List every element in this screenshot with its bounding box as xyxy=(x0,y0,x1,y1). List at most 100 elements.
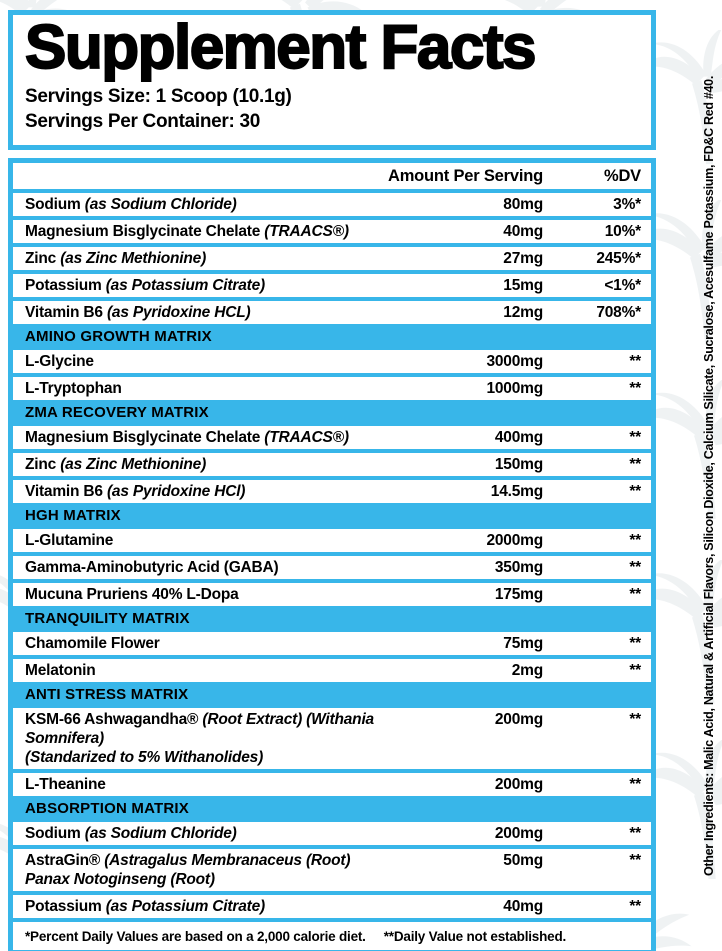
dv-cell: ** xyxy=(629,456,641,473)
amount-cell: 200mg xyxy=(494,711,543,728)
table-row: Magnesium Bisglycinate Chelate (TRAACS®)… xyxy=(13,220,651,243)
section-header: ANTI STRESS MATRIX xyxy=(13,686,651,704)
page-title: Supplement Facts xyxy=(24,13,538,82)
dv-cell: ** xyxy=(629,353,641,370)
amount-cell: 27mg xyxy=(503,250,543,267)
amount-cell: 3000mg xyxy=(486,353,543,370)
amount-cell: 12mg xyxy=(503,304,543,321)
ingredient-cell: AstraGin® (Astragalus Membranaceus (Root… xyxy=(25,851,433,889)
amount-cell: 40mg xyxy=(503,223,543,240)
ingredient-cell: L-Glutamine xyxy=(25,531,433,550)
amount-cell: 2000mg xyxy=(486,532,543,549)
ingredient-detail: (as Zinc Methionine) xyxy=(60,456,207,473)
table-row: KSM-66 Ashwagandha® (Root Extract) (With… xyxy=(13,708,651,769)
dv-cell: ** xyxy=(629,635,641,652)
ingredient-name: Magnesium Bisglycinate Chelate xyxy=(25,223,261,240)
table-row: Vitamin B6 (as Pyridoxine HCl) 14.5mg ** xyxy=(13,480,651,503)
ingredient-name: AstraGin® xyxy=(25,852,101,869)
ingredient-cell: Zinc (as Zinc Methionine) xyxy=(25,249,433,268)
section-header: AMINO GROWTH MATRIX xyxy=(13,328,651,346)
ingredient-name: Sodium xyxy=(25,825,81,842)
section-header-label: HGH MATRIX xyxy=(25,507,121,524)
ingredient-cell: Melatonin xyxy=(25,661,433,680)
ingredient-cell: Magnesium Bisglycinate Chelate (TRAACS®) xyxy=(25,428,433,447)
table-row: Potassium (as Potassium Citrate) 40mg ** xyxy=(13,895,651,918)
ingredient-detail: (as Potassium Citrate) xyxy=(105,898,265,915)
ingredient-detail: (as Pyridoxine HCL) xyxy=(106,304,251,321)
ingredient-cell: Gamma-Aminobutyric Acid (GABA) xyxy=(25,558,433,577)
ingredient-detail-line2: (Standarized to 5% Withanolides) xyxy=(25,749,264,766)
amount-cell: 175mg xyxy=(494,586,543,603)
ingredient-detail-line2: Panax Notoginseng (Root) xyxy=(25,871,215,888)
label-header-box: Supplement Facts Servings Size: 1 Scoop … xyxy=(8,10,656,150)
table-row: Vitamin B6 (as Pyridoxine HCL) 12mg 708%… xyxy=(13,301,651,324)
dv-cell: ** xyxy=(629,825,641,842)
section-header-label: TRANQUILITY MATRIX xyxy=(25,610,190,627)
dv-cell: 708%* xyxy=(596,304,641,321)
dv-cell: 3%* xyxy=(613,196,641,213)
table-row: AstraGin® (Astragalus Membranaceus (Root… xyxy=(13,849,651,891)
ingredient-name: L-Theanine xyxy=(25,776,106,793)
ingredient-cell: Potassium (as Potassium Citrate) xyxy=(25,276,433,295)
amount-cell: 50mg xyxy=(503,852,543,869)
dv-cell: ** xyxy=(629,380,641,397)
ingredient-name: Gamma-Aminobutyric Acid (GABA) xyxy=(25,559,279,576)
ingredient-name: Mucuna Pruriens 40% L-Dopa xyxy=(25,586,239,603)
amount-cell: 350mg xyxy=(494,559,543,576)
ingredient-name: Sodium xyxy=(25,196,81,213)
ingredient-name: Vitamin B6 xyxy=(25,304,103,321)
table-row: L-Tryptophan 1000mg ** xyxy=(13,377,651,400)
ingredient-name: Magnesium Bisglycinate Chelate xyxy=(25,429,261,446)
table-row: Zinc (as Zinc Methionine) 150mg ** xyxy=(13,453,651,476)
dv-cell: 245%* xyxy=(596,250,641,267)
ingredient-name: KSM-66 Ashwagandha® xyxy=(25,711,199,728)
ingredient-detail: (TRAACS®) xyxy=(264,429,349,446)
dv-cell: ** xyxy=(629,586,641,603)
table-row: L-Glycine 3000mg ** xyxy=(13,350,651,373)
ingredient-name: Zinc xyxy=(25,250,57,267)
amount-cell: 150mg xyxy=(494,456,543,473)
not-established-footnote: **Daily Value not established. xyxy=(383,928,567,944)
ingredient-cell: Magnesium Bisglycinate Chelate (TRAACS®) xyxy=(25,222,433,241)
section-header-label: ANTI STRESS MATRIX xyxy=(25,686,189,703)
amount-cell: 2mg xyxy=(511,662,543,679)
table-row: L-Theanine 200mg ** xyxy=(13,773,651,796)
amount-cell: 1000mg xyxy=(486,380,543,397)
dv-cell: ** xyxy=(629,662,641,679)
dv-cell: ** xyxy=(629,711,641,728)
table-row: Zinc (as Zinc Methionine) 27mg 245%* xyxy=(13,247,651,270)
table-row: Chamomile Flower 75mg ** xyxy=(13,632,651,655)
ingredient-cell: Zinc (as Zinc Methionine) xyxy=(25,455,433,474)
table-row: Melatonin 2mg ** xyxy=(13,659,651,682)
dv-cell: 10%* xyxy=(604,223,641,240)
dv-cell: ** xyxy=(629,532,641,549)
serving-size-text: Servings Size: 1 Scoop (10.1g) xyxy=(25,86,292,107)
section-header-label: ABSORPTION MATRIX xyxy=(25,800,189,817)
footnote-row: *Percent Daily Values are based on a 2,0… xyxy=(13,922,651,950)
ingredient-name: Melatonin xyxy=(25,662,96,679)
ingredient-cell: Sodium (as Sodium Chloride) xyxy=(25,824,433,843)
ingredient-name: L-Glutamine xyxy=(25,532,114,549)
dv-cell: <1%* xyxy=(604,277,641,294)
table-row: Mucuna Pruriens 40% L-Dopa 175mg ** xyxy=(13,583,651,606)
amount-cell: 400mg xyxy=(494,429,543,446)
dv-cell: ** xyxy=(629,483,641,500)
dv-cell: ** xyxy=(629,559,641,576)
dv-cell: ** xyxy=(629,429,641,446)
table-body: Sodium (as Sodium Chloride) 80mg 3%* Mag… xyxy=(13,193,651,918)
ingredient-cell: Vitamin B6 (as Pyridoxine HCL) xyxy=(25,303,433,322)
ingredient-detail: (as Zinc Methionine) xyxy=(60,250,207,267)
other-ingredients-text: Other Ingredients: Malic Acid, Natural &… xyxy=(702,75,716,876)
ingredient-cell: Chamomile Flower xyxy=(25,634,433,653)
ingredient-cell: L-Glycine xyxy=(25,352,433,371)
section-header: TRANQUILITY MATRIX xyxy=(13,610,651,628)
ingredient-cell: Potassium (as Potassium Citrate) xyxy=(25,897,433,916)
section-header: ZMA RECOVERY MATRIX xyxy=(13,404,651,422)
amount-cell: 40mg xyxy=(503,898,543,915)
table-row: Potassium (as Potassium Citrate) 15mg <1… xyxy=(13,274,651,297)
ingredient-cell: KSM-66 Ashwagandha® (Root Extract) (With… xyxy=(25,710,433,767)
ingredient-cell: L-Tryptophan xyxy=(25,379,433,398)
ingredient-name: L-Glycine xyxy=(25,353,94,370)
ingredient-detail: (Root Extract) (Withania Somnifera) xyxy=(25,711,374,747)
ingredient-cell: Mucuna Pruriens 40% L-Dopa xyxy=(25,585,433,604)
